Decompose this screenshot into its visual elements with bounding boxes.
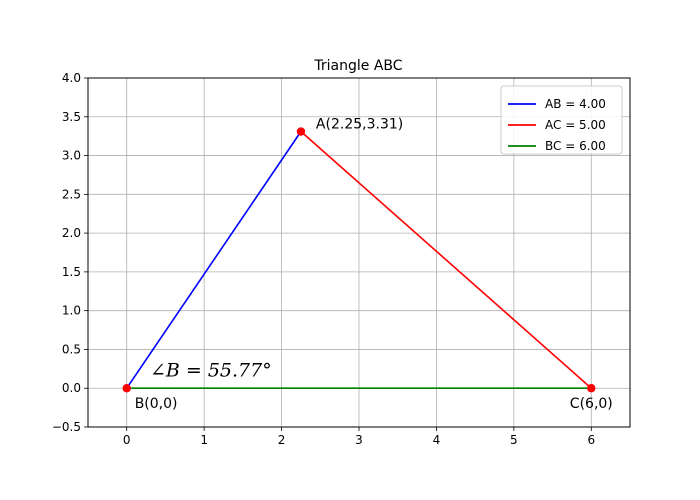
vertices [122,127,596,393]
x-tick-label: 3 [355,433,363,447]
legend-item-ab-label: AB = 4.00 [545,97,606,111]
legend-item-ac-label: AC = 5.00 [545,118,606,132]
series-ac-line [300,130,592,389]
x-tick-label: 6 [587,433,595,447]
x-tick-label: 2 [278,433,286,447]
x-tick-label: 0 [123,433,131,447]
x-tick-label: 1 [200,433,208,447]
axis-ticks: 0 1 2 3 4 5 6 −0.5 0.0 0.5 1.0 1.5 2.0 2.5 3.0 3.5 4.0 [52,71,595,447]
vertex-b-point [122,384,131,393]
y-tick-label: 2.5 [62,187,81,201]
y-tick-label: 2.0 [62,226,81,240]
legend-box [500,85,623,155]
vertex-c-label: C(6,0) [570,396,613,412]
vertex-a-point [296,127,306,136]
y-tick-label: 0.5 [62,342,81,356]
y-tick-label: 4.0 [62,71,81,85]
vertex-a-label: A(2.25,3.31) [316,117,403,133]
series-ab-line [126,131,302,389]
point-labels: A(2.25,3.31) B(0,0) C(6,0) ∠B = 55.77° [135,117,613,413]
legend-item-bc-label: BC = 6.00 [545,139,606,153]
y-tick-label: 3.0 [62,149,81,163]
x-tick-label: 4 [433,433,441,447]
vertex-b-label: B(0,0) [135,396,178,412]
y-tick-label: −0.5 [52,420,81,434]
y-tick-label: 3.5 [62,110,81,124]
y-tick-label: 0.0 [62,381,81,395]
chart-title: Triangle ABC [313,58,402,74]
series-lines [126,130,592,390]
y-tick-label: 1.0 [62,304,81,318]
legend: AB = 4.00 AC = 5.00 BC = 6.00 [500,85,623,155]
vertex-c-point [587,384,596,393]
angle-b-annotation: ∠B = 55.77° [150,360,272,382]
y-tick-label: 1.5 [62,265,81,279]
x-tick-label: 5 [510,433,518,447]
